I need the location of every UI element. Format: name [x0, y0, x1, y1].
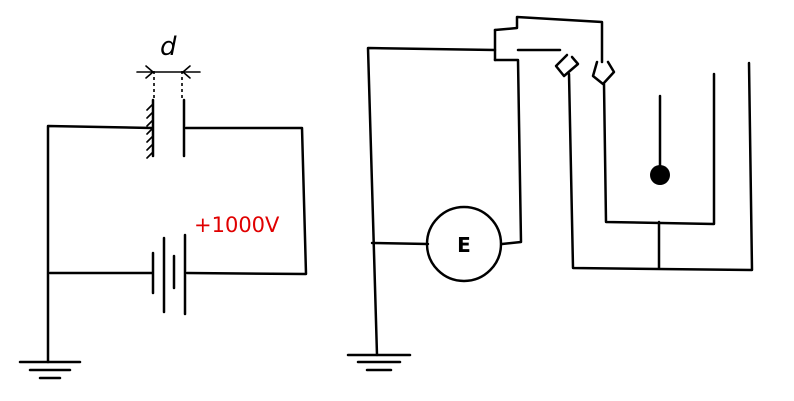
outer-container: [567, 61, 754, 272]
left-circuit: d +1000V: [18, 32, 308, 380]
meter-left-wire: [370, 241, 430, 246]
electroscope-ball: [650, 165, 670, 185]
electrometer-icon: E: [425, 205, 503, 283]
right-circuit: E: [346, 15, 754, 372]
left-ground-icon: [18, 360, 82, 380]
gap-dimension: d: [136, 32, 201, 98]
left-clip-icon: [554, 53, 580, 78]
electroscope-leaf-icon: [650, 94, 670, 185]
ground-wire: [366, 46, 497, 357]
right-ground-icon: [346, 353, 412, 372]
gap-arrow-left: [145, 65, 155, 79]
electrometer-circle: [425, 205, 503, 283]
gap-arrow-right: [181, 65, 191, 79]
capacitor-plates: [146, 98, 186, 159]
gap-label: d: [160, 32, 177, 62]
right-clip-icon: [591, 60, 616, 86]
right-loop-wire: [184, 126, 308, 276]
voltage-label: +1000V: [194, 213, 280, 237]
plate-hatching: [146, 103, 154, 159]
switch-box: [493, 15, 604, 64]
meter-right-wire: [493, 58, 523, 246]
switch-mechanism: [493, 15, 616, 86]
left-loop-wire: [46, 124, 154, 364]
electrometer-label: E: [457, 233, 471, 257]
battery-symbol: [151, 233, 187, 316]
